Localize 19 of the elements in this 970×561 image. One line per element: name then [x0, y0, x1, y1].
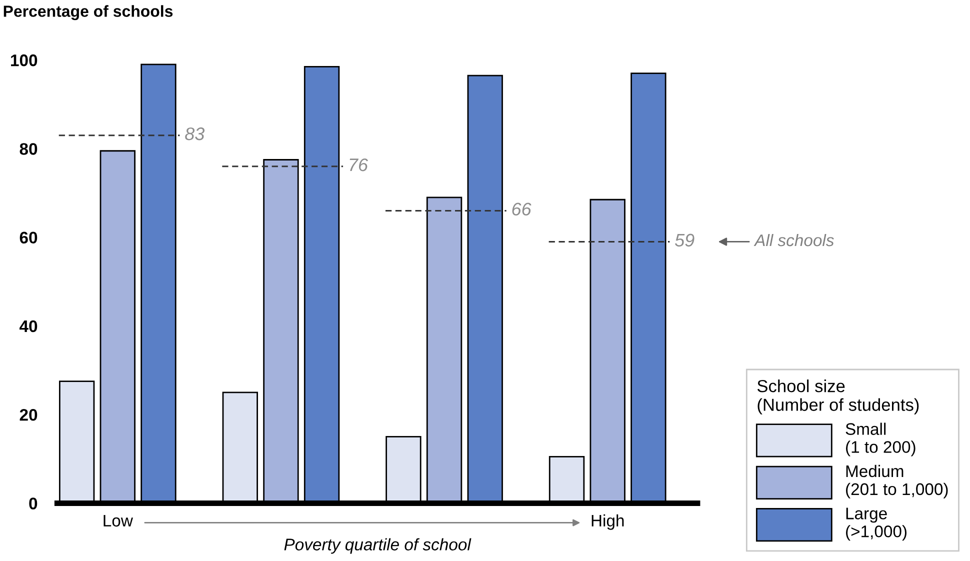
text: All schools [754, 234, 834, 246]
y-tick-label: 20 [20, 408, 38, 421]
ref-line-label: 66 [512, 202, 532, 216]
ref-line-label: 83 [185, 127, 205, 140]
legend-label: Small (1 to 200) [846, 422, 916, 456]
y-tick-label: 60 [20, 232, 38, 244]
x-tick-label: High [592, 514, 624, 530]
y-tick-label: 40 [20, 320, 38, 332]
y-tick-label: 80 [20, 143, 38, 155]
y-tick-label: 100 [11, 54, 38, 66]
ref-line-label: 59 [674, 234, 694, 247]
legend-title: School size (Number of students) [757, 380, 919, 414]
x-axis-title: Poverty quartile of school [284, 538, 472, 554]
ref-line-label: 76 [350, 158, 368, 172]
legend-label: Medium (201 to 1,000) [846, 464, 948, 498]
y-tick-label: 0 [29, 498, 38, 510]
x-tick-label: Low [104, 514, 133, 527]
y-axis-title: Percentage of schools [4, 5, 173, 20]
legend-label: Large (>1,000) [846, 508, 906, 541]
